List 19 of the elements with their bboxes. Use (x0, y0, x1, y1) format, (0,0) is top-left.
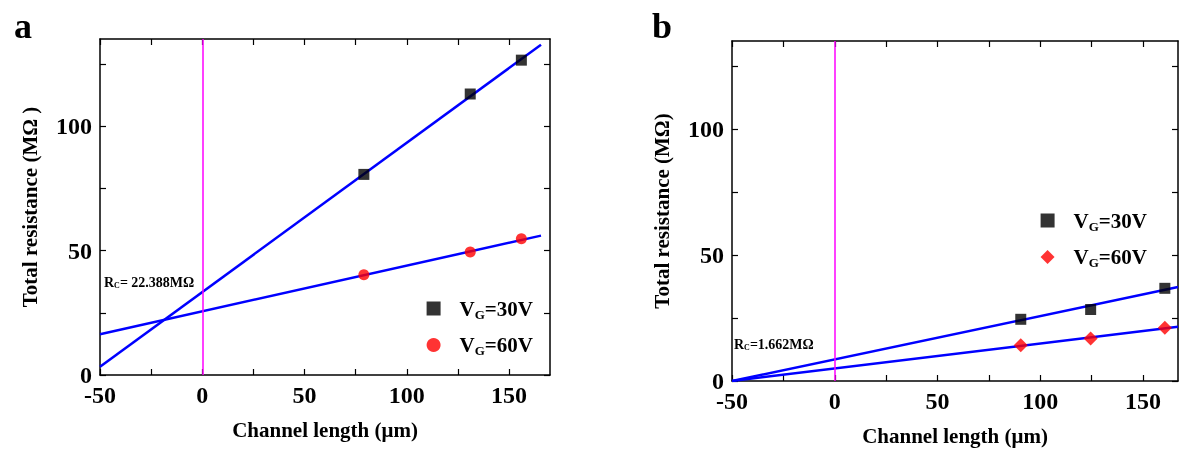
x-tick-label: 0 (196, 382, 209, 408)
y-axis-title: Total resistance (MΩ) (649, 113, 674, 309)
x-tick-label: 150 (491, 382, 528, 408)
x-tick-label: 150 (1125, 388, 1162, 414)
x-tick-label: 50 (925, 388, 950, 414)
y-axis-title: Total resistance (MΩ ) (17, 106, 42, 308)
x-axis-title: Channel length (μm) (862, 423, 1048, 448)
x-tick-label: -50 (716, 388, 748, 414)
x-axis-title: Channel length (μm) (232, 417, 418, 442)
y-tick-label: 100 (688, 116, 724, 143)
x-tick-label: 100 (388, 382, 425, 408)
x-tick-label: 0 (828, 388, 841, 414)
x-tick-label: 100 (1022, 388, 1059, 414)
y-tick-label: 100 (56, 113, 92, 140)
text: b (652, 6, 673, 46)
y-tick-label: 50 (68, 237, 92, 264)
x-tick-label: 50 (292, 382, 317, 408)
y-tick-label: 50 (700, 242, 724, 269)
text: a (14, 6, 32, 46)
